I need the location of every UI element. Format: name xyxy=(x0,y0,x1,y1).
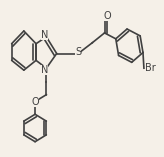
Text: O: O xyxy=(31,97,39,107)
Text: S: S xyxy=(75,47,81,57)
Text: N: N xyxy=(41,30,49,40)
Text: N: N xyxy=(41,65,49,75)
Text: O: O xyxy=(104,11,111,21)
Text: Br: Br xyxy=(145,63,156,73)
